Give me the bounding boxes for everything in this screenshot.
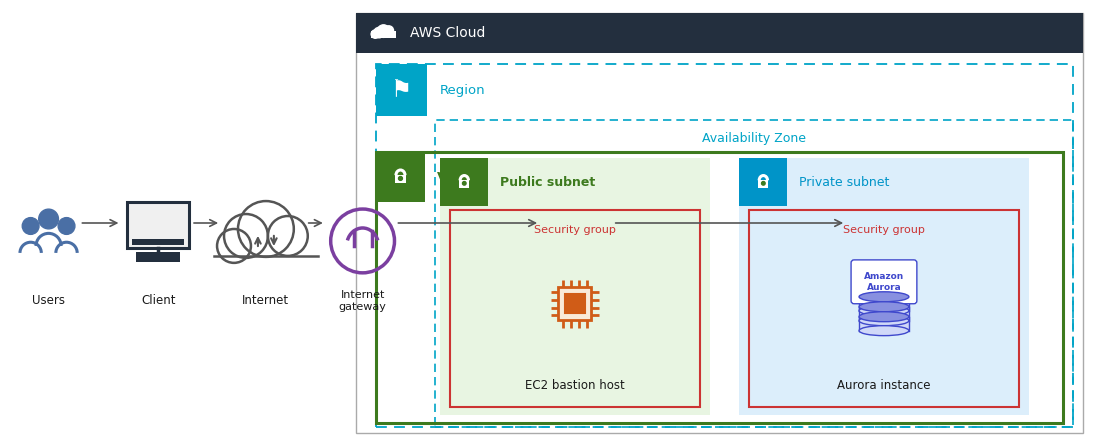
Bar bbox=[435, 120, 1074, 427]
Ellipse shape bbox=[859, 306, 909, 316]
Bar bbox=[355, 12, 1084, 53]
Text: Amazon
Aurora: Amazon Aurora bbox=[863, 272, 904, 292]
Bar bbox=[395, 174, 406, 183]
Text: Security group: Security group bbox=[844, 225, 925, 235]
Bar bbox=[355, 12, 1084, 434]
Ellipse shape bbox=[859, 312, 909, 322]
Ellipse shape bbox=[859, 292, 909, 302]
Bar bbox=[375, 65, 1074, 427]
Circle shape bbox=[374, 27, 384, 38]
Bar bbox=[127, 202, 189, 248]
Bar bbox=[375, 152, 425, 202]
Text: Private subnet: Private subnet bbox=[799, 176, 890, 189]
Circle shape bbox=[463, 182, 466, 185]
Bar bbox=[136, 252, 180, 262]
Circle shape bbox=[762, 182, 765, 185]
Ellipse shape bbox=[859, 316, 909, 326]
Circle shape bbox=[384, 26, 394, 35]
Text: Aurora instance: Aurora instance bbox=[837, 379, 931, 392]
Text: ⚑: ⚑ bbox=[391, 78, 412, 103]
Bar bbox=[739, 158, 1028, 415]
Circle shape bbox=[59, 218, 75, 235]
Bar bbox=[859, 317, 909, 330]
Text: Internet
gateway: Internet gateway bbox=[339, 290, 386, 312]
Bar bbox=[375, 152, 1064, 423]
Text: Users: Users bbox=[32, 294, 65, 307]
Bar bbox=[375, 65, 427, 116]
Ellipse shape bbox=[859, 302, 909, 312]
Bar bbox=[859, 297, 909, 311]
Text: Internet: Internet bbox=[242, 294, 289, 307]
Bar bbox=[214, 234, 318, 256]
Text: Public subnet: Public subnet bbox=[500, 176, 596, 189]
Text: AWS Cloud: AWS Cloud bbox=[411, 25, 486, 40]
Bar bbox=[441, 158, 488, 206]
Circle shape bbox=[377, 25, 390, 37]
Bar bbox=[459, 180, 469, 187]
Circle shape bbox=[22, 218, 39, 235]
Bar bbox=[758, 180, 768, 187]
Text: Client: Client bbox=[141, 294, 176, 307]
Bar bbox=[566, 294, 584, 314]
Circle shape bbox=[39, 209, 59, 229]
Circle shape bbox=[268, 216, 308, 256]
Text: EC2 bastion host: EC2 bastion host bbox=[525, 379, 624, 392]
Ellipse shape bbox=[859, 326, 909, 336]
Bar bbox=[749, 210, 1018, 408]
Bar bbox=[559, 287, 591, 320]
Circle shape bbox=[371, 30, 380, 38]
FancyBboxPatch shape bbox=[851, 260, 917, 304]
Bar bbox=[133, 239, 184, 245]
Text: Security group: Security group bbox=[534, 225, 615, 235]
Text: Region: Region bbox=[439, 84, 485, 97]
Circle shape bbox=[224, 214, 268, 258]
Bar bbox=[441, 158, 710, 415]
Circle shape bbox=[238, 201, 293, 257]
Bar bbox=[739, 158, 787, 206]
Text: VPC: VPC bbox=[437, 171, 467, 184]
Bar bbox=[859, 307, 909, 321]
Bar bbox=[371, 31, 396, 38]
Circle shape bbox=[399, 177, 403, 180]
Circle shape bbox=[217, 229, 251, 263]
Text: Availability Zone: Availability Zone bbox=[702, 132, 806, 145]
Bar bbox=[451, 210, 700, 408]
